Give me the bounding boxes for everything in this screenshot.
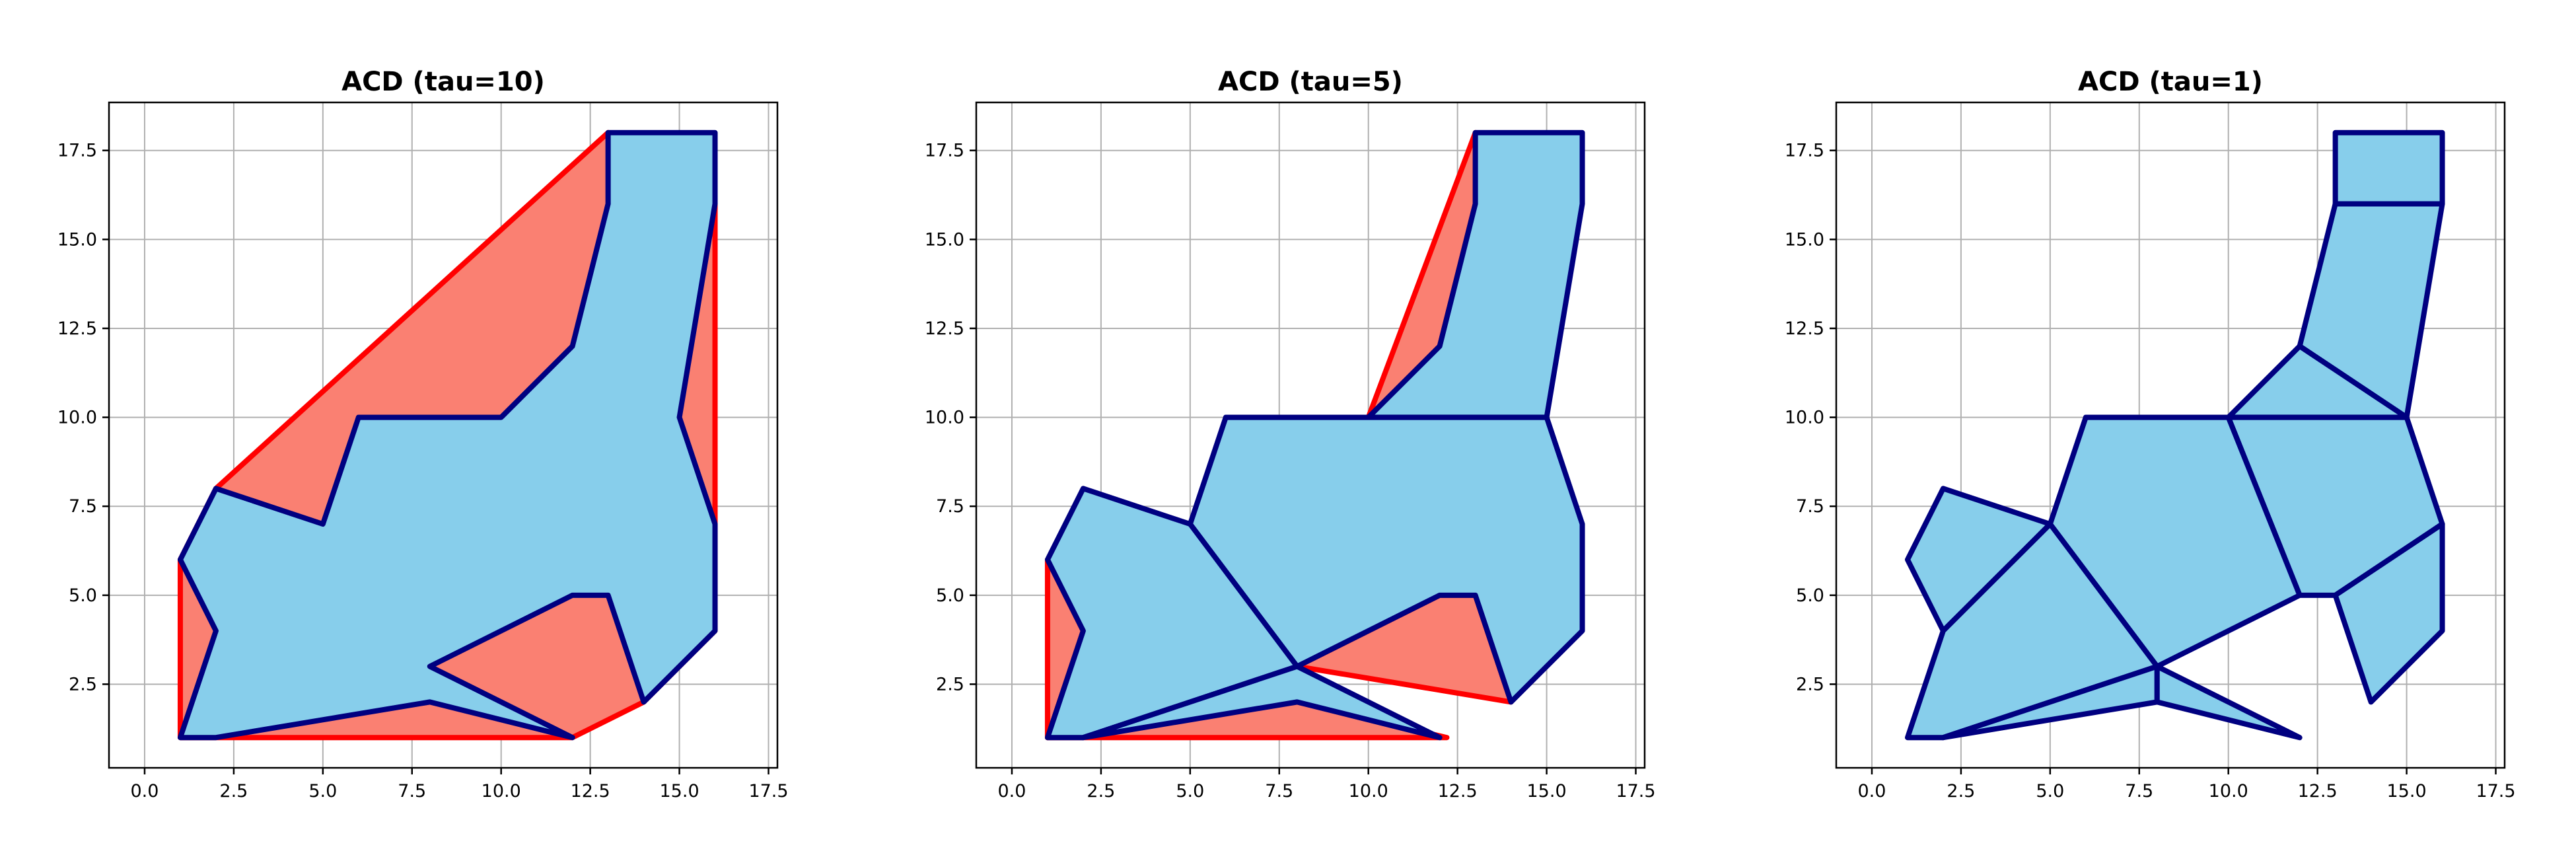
x-tick-label: 10.0 (1349, 781, 1388, 802)
x-tick-label: 12.5 (1438, 781, 1478, 802)
x-tick-label: 15.0 (660, 781, 699, 802)
y-tick-label: 17.5 (57, 141, 97, 161)
y-tick-label: 15.0 (925, 229, 964, 250)
y-tick-label: 17.5 (925, 141, 964, 161)
y-tick-label: 10.0 (57, 408, 97, 428)
x-tick-label: 10.0 (2209, 781, 2248, 802)
x-tick-label: 2.5 (219, 781, 248, 802)
convex-piece-polygon (2332, 521, 2445, 705)
y-tick-label: 7.5 (1796, 496, 1824, 517)
axes-frame (975, 101, 1646, 769)
x-tick-label: 0.0 (997, 781, 1026, 802)
y-tick-label: 17.5 (1785, 141, 1824, 161)
x-tick-label: 17.5 (2476, 781, 2515, 802)
axes-frame (1835, 101, 2506, 769)
convex-piece-polygon (1365, 130, 1585, 420)
y-tick-label: 2.5 (1796, 674, 1824, 694)
y-tick-label: 12.5 (57, 318, 97, 339)
x-tick-label: 7.5 (1265, 781, 1293, 802)
chart-title: ACD (tau=1) (2078, 67, 2263, 97)
y-tick-label: 10.0 (925, 408, 964, 428)
y-tick-label: 2.5 (69, 674, 97, 694)
x-tick-label: 12.5 (2298, 781, 2338, 802)
chart-title: ACD (tau=10) (341, 67, 545, 97)
y-tick-label: 15.0 (57, 229, 97, 250)
y-tick-label: 5.0 (1796, 585, 1824, 606)
panel-tau-1: 0.0 2.5 5.0 7.5 10.0 12.5 15.0 17.5 2.5 5.0 7.5 10.… (1785, 67, 2516, 802)
y-tick-label: 5.0 (936, 585, 964, 606)
y-tick-label: 15.0 (1785, 229, 1824, 250)
y-tick-label: 2.5 (936, 674, 964, 694)
y-tick-label: 7.5 (69, 496, 97, 517)
x-tick-label: 17.5 (748, 781, 788, 802)
x-tick-label: 15.0 (1527, 781, 1567, 802)
x-tick-label: 5.0 (2036, 781, 2064, 802)
x-tick-label: 0.0 (1857, 781, 1886, 802)
y-tick-label: 5.0 (69, 585, 97, 606)
x-tick-label: 17.5 (1616, 781, 1655, 802)
y-tick-label: 10.0 (1785, 408, 1824, 428)
x-tick-label: 12.5 (571, 781, 610, 802)
convex-piece-polygon (2332, 130, 2445, 207)
convex-piece-polygon (177, 130, 718, 741)
panel-tau-5: 0.0 2.5 5.0 7.5 10.0 12.5 15.0 17.5 2.5 5.0 7.5 10.… (925, 67, 1656, 802)
x-tick-label: 0.0 (130, 781, 159, 802)
y-tick-label: 12.5 (925, 318, 964, 339)
x-tick-label: 15.0 (2387, 781, 2427, 802)
x-tick-label: 7.5 (2125, 781, 2153, 802)
y-tick-label: 7.5 (936, 496, 964, 517)
x-tick-label: 10.0 (482, 781, 521, 802)
chart-title: ACD (tau=5) (1218, 67, 1403, 97)
y-tick-label: 12.5 (1785, 318, 1824, 339)
x-tick-label: 5.0 (1176, 781, 1204, 802)
x-tick-label: 5.0 (308, 781, 337, 802)
x-tick-label: 7.5 (398, 781, 426, 802)
x-tick-label: 2.5 (1947, 781, 1975, 802)
x-tick-label: 2.5 (1087, 781, 1115, 802)
convex-piece-polygon (1080, 663, 1443, 741)
axes-frame (108, 101, 779, 769)
panel-tau-10: 0.0 2.5 5.0 7.5 10.0 12.5 15.0 17.5 2.5 5.0 7.5 10.… (57, 67, 789, 802)
convex-piece-polygon (2154, 663, 2303, 741)
